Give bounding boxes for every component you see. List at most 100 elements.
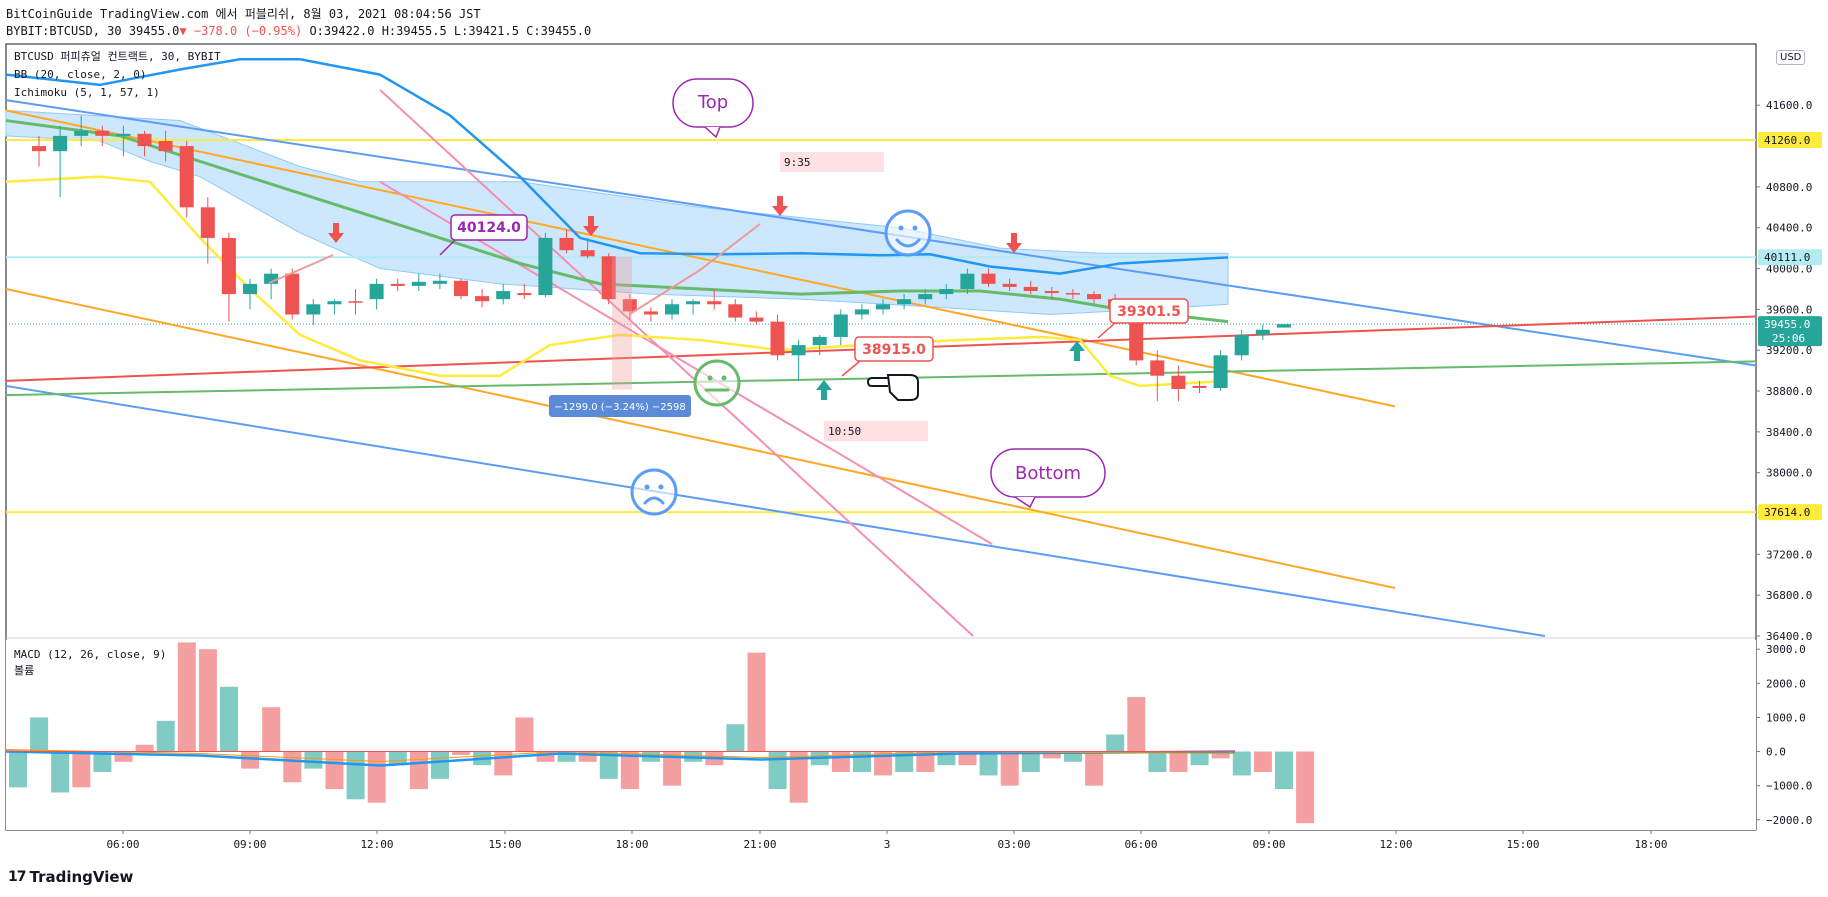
callout-pointer bbox=[704, 126, 721, 139]
sell-arrow-marker bbox=[1006, 243, 1022, 253]
candle-body bbox=[327, 301, 342, 305]
macd-hist-bar bbox=[874, 751, 893, 776]
x-tick-label: 06:00 bbox=[106, 838, 139, 851]
macd-hist-bar bbox=[768, 751, 787, 790]
legend-macd: MACD (12, 26, close, 9) bbox=[14, 648, 166, 661]
tradingview-logo-icon: 17 bbox=[8, 869, 27, 885]
candle-body bbox=[116, 133, 131, 136]
sell-arrow-marker bbox=[583, 226, 599, 236]
callout-bottom-text: Bottom bbox=[1015, 463, 1081, 484]
axis-price-label bbox=[1758, 316, 1822, 347]
measure-label-box bbox=[549, 395, 691, 417]
trendline-blue-lower bbox=[5, 384, 1546, 637]
candle-body bbox=[158, 140, 173, 152]
candle-body bbox=[285, 273, 300, 315]
candle-body bbox=[1023, 286, 1038, 292]
macd-hist-bar bbox=[1064, 751, 1082, 762]
macd-hist-bar bbox=[220, 686, 238, 752]
candle-body bbox=[95, 130, 110, 136]
candle-body bbox=[348, 301, 363, 303]
candle-body bbox=[306, 304, 321, 315]
candle-body bbox=[1087, 294, 1101, 300]
macd-hist-bar bbox=[409, 751, 428, 790]
candle-body bbox=[74, 130, 89, 136]
buy-arrow-marker bbox=[816, 380, 832, 390]
publish-info: BitCoinGuide TradingView.com 에서 퍼블리쉬, 8월… bbox=[6, 7, 481, 21]
x-tick-label: 12:00 bbox=[1379, 838, 1412, 851]
ohlc-values: O:39422.0 H:39455.5 L:39421.5 C:39455.0 bbox=[302, 24, 592, 38]
price-note-text: 38915.0 bbox=[862, 342, 926, 358]
macd-hist-bar bbox=[283, 751, 302, 783]
y-tick-label: 36800.0 bbox=[1766, 589, 1812, 602]
currency-button[interactable]: USD bbox=[1776, 50, 1806, 65]
tradingview-logo[interactable]: 17 TradingView bbox=[8, 868, 133, 886]
sell-arrow-marker bbox=[328, 233, 344, 243]
macd-y-tick-label: 1000.0 bbox=[1766, 711, 1806, 724]
macd-hist-bar bbox=[1190, 751, 1209, 766]
macd-hist-bar bbox=[515, 717, 534, 752]
y-tick-label: 38800.0 bbox=[1766, 385, 1812, 398]
time-range-box bbox=[824, 421, 928, 441]
candle-body bbox=[538, 237, 553, 296]
macd-hist-bar bbox=[747, 652, 766, 752]
sell-arrow-marker-shaft bbox=[1011, 233, 1017, 243]
legend-ichimoku: Ichimoku (5, 1, 57, 1) bbox=[14, 86, 160, 99]
y-tick-label: 39200.0 bbox=[1766, 344, 1812, 357]
macd-hist-bar bbox=[1169, 751, 1188, 773]
candle-body bbox=[496, 291, 511, 300]
candle-body bbox=[601, 256, 616, 300]
x-tick-label: 09:00 bbox=[1252, 838, 1285, 851]
countdown-label: 25:06 bbox=[1772, 332, 1805, 345]
macd-hist-bar bbox=[578, 751, 597, 762]
axis-price-label bbox=[1758, 249, 1822, 266]
y-tick-label: 40400.0 bbox=[1766, 222, 1812, 235]
price-note-text: 40124.0 bbox=[457, 220, 521, 236]
macd-hist-bar bbox=[1253, 751, 1272, 773]
happy-face-icon bbox=[884, 209, 932, 257]
neutral-face-icon bbox=[693, 359, 741, 407]
macd-hist-bar bbox=[1106, 734, 1125, 752]
macd-hist-bar bbox=[72, 751, 91, 788]
candle-body bbox=[833, 314, 848, 337]
macd-hist-bar bbox=[916, 751, 935, 773]
pointing-hand-icon bbox=[866, 374, 919, 401]
macd-hist-bar bbox=[536, 751, 555, 762]
axis-price-label bbox=[1758, 504, 1822, 521]
bb-middle-band bbox=[5, 119, 1229, 324]
macd-hist-bar bbox=[177, 642, 196, 752]
candle-body bbox=[1213, 355, 1228, 388]
sell-arrow-marker-shaft bbox=[333, 223, 339, 233]
candle-body bbox=[1276, 324, 1291, 328]
axis-price-label-text: 41260.0 bbox=[1764, 134, 1810, 147]
candle-body bbox=[411, 281, 426, 286]
macd-y-tick-label: 2000.0 bbox=[1766, 677, 1806, 690]
candle-body bbox=[1150, 360, 1165, 376]
macd-hist-bar bbox=[114, 751, 133, 762]
macd-hist-bar bbox=[1000, 751, 1019, 786]
macd-hist-bar bbox=[620, 751, 639, 790]
happy-face-icon-eye bbox=[898, 225, 904, 231]
macd-hist-bar bbox=[9, 751, 27, 788]
measure-label-text: −1299.0 (−3.24%) −2598 bbox=[554, 402, 686, 413]
candle-body bbox=[243, 283, 257, 295]
macd-hist-bar bbox=[1275, 751, 1293, 790]
neutral-face-icon-eye bbox=[707, 375, 713, 381]
projection-line bbox=[268, 254, 334, 284]
x-tick-label: 15:00 bbox=[488, 838, 521, 851]
macd-hist-bar bbox=[30, 717, 49, 752]
price-note-pointer bbox=[1097, 322, 1116, 339]
candle-body bbox=[137, 133, 152, 147]
macd-hist-bar bbox=[1127, 696, 1146, 752]
projection-line bbox=[629, 223, 761, 315]
macd-hist-bar bbox=[367, 751, 386, 803]
candle-body bbox=[32, 146, 46, 152]
candle-body bbox=[1002, 283, 1017, 287]
trendline-pink-2 bbox=[379, 180, 993, 545]
y-tick-label: 41600.0 bbox=[1766, 99, 1812, 112]
candle-body bbox=[369, 283, 384, 300]
macd-hist-bar bbox=[789, 751, 808, 803]
candle-body bbox=[918, 294, 933, 300]
candle-body bbox=[454, 280, 468, 297]
macd-y-tick-label: −1000.0 bbox=[1766, 780, 1812, 793]
